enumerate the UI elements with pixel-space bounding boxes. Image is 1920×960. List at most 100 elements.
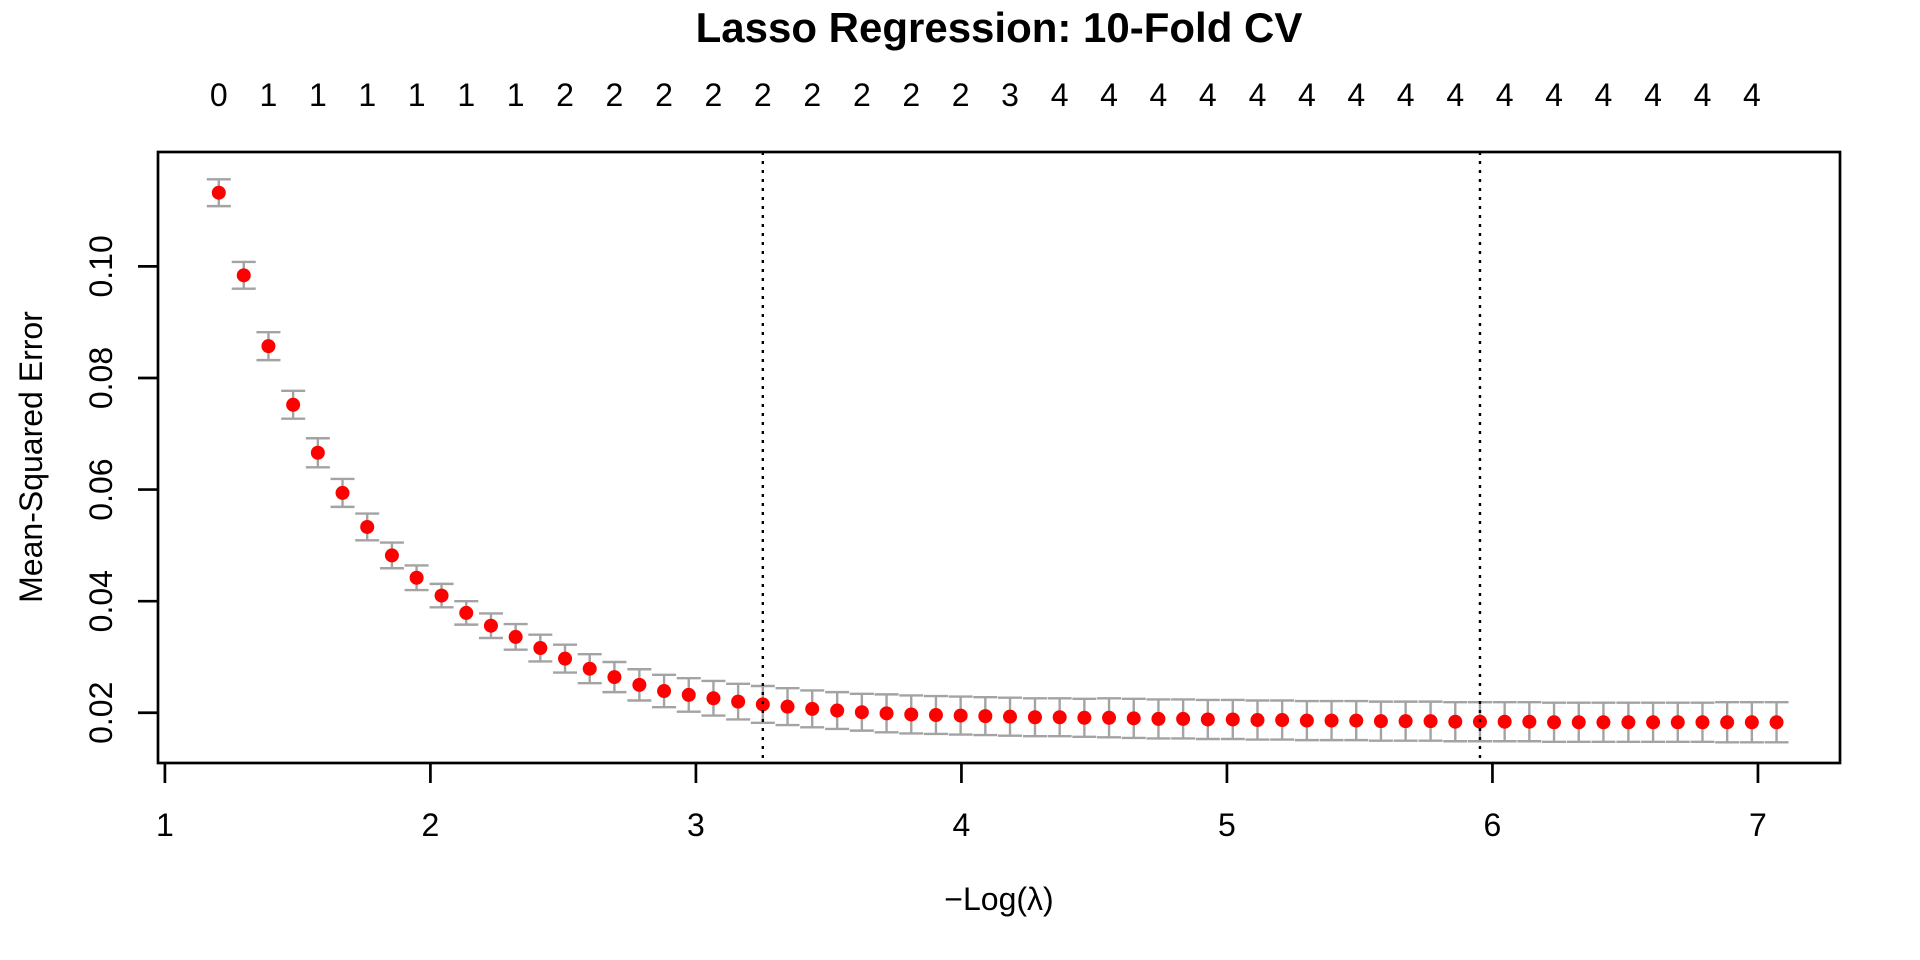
data-point [1670,715,1685,730]
data-point [409,570,424,585]
data-point [1720,715,1735,730]
top-axis-label: 4 [1199,77,1217,113]
top-axis-label: 2 [754,77,772,113]
data-point [780,699,795,714]
plot-box [156,150,1842,765]
data-point [1522,714,1537,729]
top-axis-label: 4 [1298,77,1316,113]
top-axis-label: 1 [358,77,376,113]
data-point [1102,710,1117,725]
data-point [706,691,721,706]
data-point [1695,715,1710,730]
top-axis-label: 2 [705,77,723,113]
x-tick-label: 4 [953,807,971,843]
data-point [1225,712,1240,727]
data-point [1349,713,1364,728]
data-point [582,661,597,676]
data-point [1250,713,1265,728]
top-axis-label: 1 [260,77,278,113]
data-point [286,397,301,412]
data-point [879,706,894,721]
data-point [1571,715,1586,730]
top-axis-label: 2 [902,77,920,113]
data-point [1299,713,1314,728]
data-point [681,687,696,702]
data-point [978,709,993,724]
data-point [1398,714,1413,729]
data-point [953,708,968,723]
top-axis-label: 4 [1347,77,1365,113]
x-axis-label: −Log(λ) [944,881,1053,917]
data-point [434,588,449,603]
top-axis-label: 4 [1694,77,1712,113]
top-axis-label: 4 [1051,77,1069,113]
top-axis-label: 1 [408,77,426,113]
data-point [1423,714,1438,729]
top-axis-label: 2 [952,77,970,113]
x-tick-label: 7 [1749,807,1767,843]
data-point [335,485,350,500]
data-point [1003,709,1018,724]
plot-area: 1 2 3 4 5 6 70.020.040.060.080.100 1 1 1 1 1 1 2 2 2 2 2 2… [83,77,1842,843]
top-axis-label: 4 [1743,77,1761,113]
data-point [508,629,523,644]
data-point [1497,714,1512,729]
data-point [1200,712,1215,727]
top-axis-label: 4 [1446,77,1464,113]
data-point [1547,715,1562,730]
data-point [854,705,869,720]
data-point [261,339,276,354]
x-tick-label: 3 [687,807,705,843]
y-tick-label: 0.10 [83,235,119,297]
data-point [1151,711,1166,726]
y-tick-label: 0.04 [83,570,119,632]
chart-title: Lasso Regression: 10-Fold CV [696,4,1303,51]
top-axis-label: 2 [606,77,624,113]
data-point [1646,715,1661,730]
data-point [830,703,845,718]
data-point [459,605,474,620]
x-tick-label: 1 [156,807,174,843]
top-axis-label: 0 [210,77,228,113]
data-point [533,641,548,656]
data-point [360,519,375,534]
y-tick-label: 0.02 [83,682,119,744]
data-point [632,677,647,692]
top-axis-label: 4 [1100,77,1118,113]
data-point [1077,710,1092,725]
data-point [1744,715,1759,730]
top-axis-label: 2 [655,77,673,113]
top-axis-label: 1 [309,77,327,113]
data-point [657,684,672,699]
data-point [1373,714,1388,729]
data-point [1596,715,1611,730]
top-axis-label: 2 [803,77,821,113]
y-tick-label: 0.08 [83,347,119,409]
x-tick-label: 6 [1484,807,1502,843]
data-point [1448,714,1463,729]
data-point [755,697,770,712]
y-axis-label: Mean-Squared Error [13,311,49,603]
data-point [384,548,399,563]
top-axis-label: 3 [1001,77,1019,113]
data-point [928,708,943,723]
top-axis-label: 4 [1150,77,1168,113]
data-point [1052,710,1067,725]
x-tick-label: 5 [1218,807,1236,843]
data-point [1027,710,1042,725]
data-point [1275,713,1290,728]
data-point [1126,711,1141,726]
data-point [1769,715,1784,730]
top-axis-label: 4 [1496,77,1514,113]
top-axis-label: 4 [1644,77,1662,113]
top-axis-label: 2 [853,77,871,113]
top-axis-label: 1 [507,77,525,113]
top-axis-label: 4 [1545,77,1563,113]
data-point [236,268,251,283]
data-point [1324,713,1339,728]
top-axis-label: 1 [457,77,475,113]
data-point [211,185,226,200]
top-axis-label: 2 [556,77,574,113]
data-point [1176,711,1191,726]
